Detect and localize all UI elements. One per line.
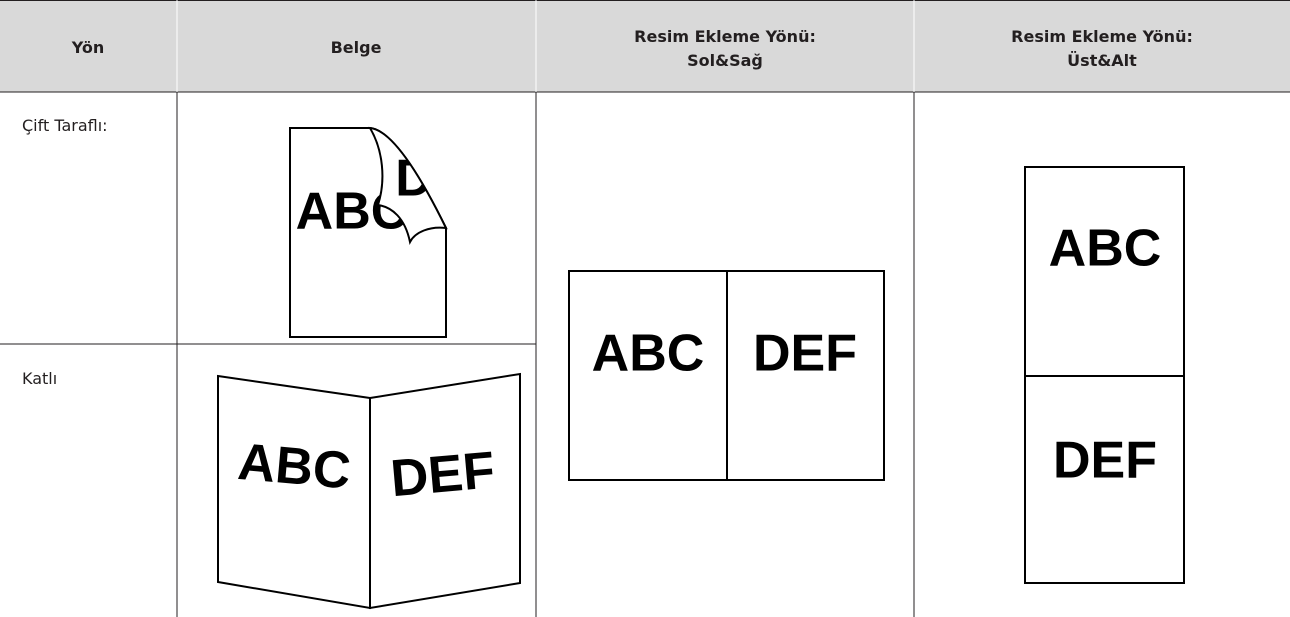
illustration-text: ABC: [592, 325, 705, 383]
header-cell: Sol&Sağ: [687, 51, 763, 70]
header-bg: [0, 0, 1290, 92]
illustration-text: ABC: [1049, 220, 1162, 278]
page-curl: [368, 126, 448, 246]
row-label: Çift Taraflı:: [22, 116, 108, 135]
row-label: Katlı: [22, 369, 57, 388]
illustration-text: DEF: [1053, 432, 1157, 490]
illustration-text: ABC: [236, 433, 353, 501]
illustration-text: DEF: [388, 441, 497, 508]
header-cell: Resim Ekleme Yönü:: [1011, 27, 1193, 46]
page-shape: [369, 372, 521, 610]
header-cell: Üst&Alt: [1067, 51, 1137, 70]
header-cell: Belge: [331, 38, 382, 57]
illustration-text: DEF: [753, 325, 857, 383]
header-cell: Resim Ekleme Yönü:: [634, 27, 816, 46]
illustration-text: D: [395, 150, 433, 208]
header-cell: Yön: [71, 38, 105, 57]
